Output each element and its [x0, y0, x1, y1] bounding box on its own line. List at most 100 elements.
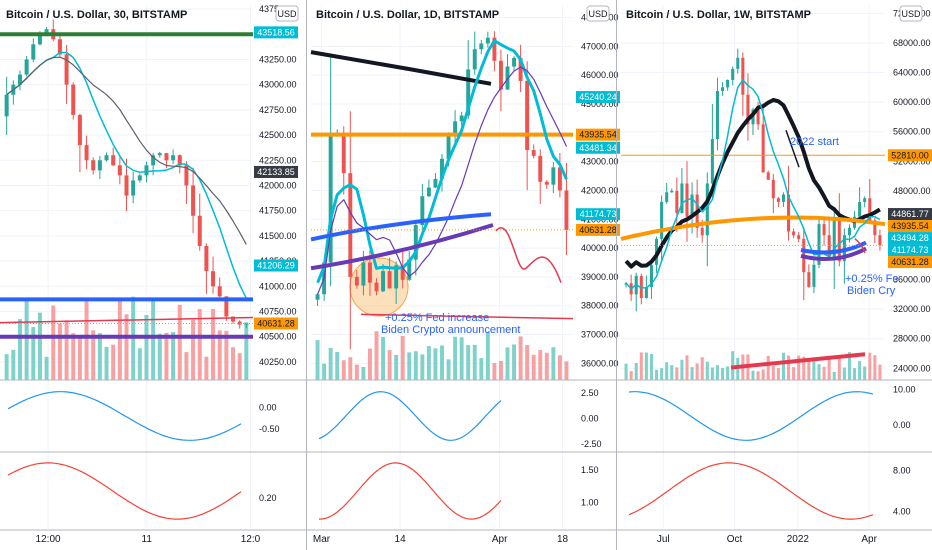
volume-bar	[649, 353, 653, 380]
chart-panel-30m[interactable]: 0.00-0.500.20 43750.0043500.0043250.0043…	[0, 4, 313, 545]
candle-body	[17, 74, 22, 85]
candle-body	[117, 165, 122, 176]
candle-body	[797, 235, 801, 239]
ma-black-line	[310, 50, 492, 86]
currency-button[interactable]: USD	[586, 5, 610, 22]
candle-body	[817, 224, 821, 265]
volume-bar	[97, 333, 102, 380]
candle-body	[492, 37, 497, 61]
time-axis[interactable]: 12:00 11 12:0	[36, 534, 261, 545]
volume-bar	[84, 301, 89, 380]
price-badges: 43518.56 42133.85 41206.29 40631.28	[254, 26, 298, 330]
price-tick-label: 68000.00	[893, 38, 931, 48]
price-badge	[888, 244, 932, 257]
candle-body	[525, 80, 530, 151]
candle-body	[131, 180, 136, 196]
candle-body	[164, 153, 169, 161]
volume-bar	[873, 355, 877, 380]
annotation-fed-increase: +0.25% Fed increase	[385, 312, 489, 324]
candle-body	[387, 271, 392, 289]
osc-tick-label: 8.00	[893, 465, 911, 475]
volume-bar	[426, 346, 431, 380]
volume-bar	[634, 362, 638, 380]
volume-bar	[151, 297, 156, 380]
candle-body	[756, 109, 760, 125]
volume-bar	[77, 335, 82, 380]
candle-body	[832, 220, 836, 258]
volume-bar	[44, 356, 49, 380]
chart-panel-1w[interactable]: 10.000.008.004.00 72000.0068000.0064000.…	[620, 5, 932, 545]
candle-body	[731, 68, 735, 80]
chart-panel-1d[interactable]: 2.500.00-2.501.501.00 48000.0047000.0046…	[310, 5, 633, 545]
chart-title: Bitcoin / U.S. Dollar, 1D, BITSTAMP	[316, 9, 499, 21]
volume-bar	[171, 332, 176, 380]
candle-body	[827, 235, 831, 258]
volume-bar	[512, 344, 517, 380]
price-badge-label: 42133.85	[257, 167, 295, 177]
volume-bar	[17, 319, 22, 380]
volume-bar	[544, 352, 549, 380]
price-badge	[888, 256, 932, 269]
price-tick-label: 42500.00	[259, 130, 297, 140]
candle-body	[97, 160, 102, 171]
volume-bar	[197, 308, 202, 380]
volume-bar	[407, 352, 412, 380]
price-tick-label: 37000.00	[581, 330, 619, 340]
price-axis[interactable]: 43750.0043500.0043250.0043000.0042750.00…	[259, 4, 297, 367]
candle-body	[137, 175, 142, 181]
price-badge-label: 40631.28	[257, 318, 295, 328]
ma-purple-line	[310, 223, 494, 271]
annotation-biden-crypto: Biden Crypto announcement	[381, 324, 520, 336]
osc1-line	[7, 391, 242, 441]
svg-text:USD: USD	[588, 9, 608, 19]
price-grid	[621, 6, 885, 528]
price-badge-label: 41206.29	[257, 260, 295, 270]
volume-bar	[413, 351, 418, 380]
volume-bar	[164, 332, 169, 380]
price-badge	[576, 91, 620, 104]
candle-body	[700, 227, 704, 236]
candle-body	[217, 286, 222, 297]
price-badge	[576, 128, 620, 141]
volume-bar	[715, 365, 719, 380]
price-tick-label: 28000.00	[893, 334, 931, 344]
currency-button[interactable]: USD	[899, 5, 923, 22]
candle-body	[863, 198, 867, 202]
price-tick-label: 43000.00	[259, 80, 297, 90]
volume-bar	[827, 357, 831, 380]
price-badge-label: 45240.24	[579, 92, 617, 102]
time-tick-label: Apr	[492, 534, 508, 545]
volume-bar	[440, 345, 444, 380]
candle-body	[479, 43, 484, 50]
price-badge	[254, 165, 298, 178]
volume-bar	[144, 314, 149, 380]
candle-body	[807, 272, 811, 287]
volume-bar	[675, 367, 679, 380]
candle-body	[144, 165, 149, 176]
price-tick-label: 36000.00	[581, 358, 619, 368]
osc-tick-label: 0.00	[893, 420, 911, 430]
price-badge	[254, 317, 298, 330]
candle-body	[868, 198, 872, 221]
time-axis[interactable]: Jul Oct 2022 Apr	[657, 534, 878, 545]
volume-bar	[863, 366, 867, 380]
candle-body	[157, 153, 162, 156]
volume-bar	[466, 345, 471, 380]
candle-body	[361, 262, 366, 286]
price-tick-label: 46000.00	[581, 70, 619, 80]
price-tick-label: 56000.00	[893, 127, 931, 137]
candle-body	[231, 316, 236, 322]
volume-bar	[11, 349, 16, 380]
annotation-arrow	[785, 129, 800, 168]
volume-bar	[655, 369, 659, 380]
volume-bar	[807, 361, 811, 380]
time-axis[interactable]: Mar 14 Apr 18	[313, 534, 569, 545]
currency-button[interactable]: USD	[275, 5, 299, 22]
trendline-red	[730, 352, 866, 370]
volume-bar	[367, 348, 372, 380]
volume-bar	[328, 347, 333, 380]
osc2-line	[628, 462, 874, 520]
price-badge-label: 41174.73	[892, 245, 929, 255]
volume-bar	[31, 327, 36, 380]
